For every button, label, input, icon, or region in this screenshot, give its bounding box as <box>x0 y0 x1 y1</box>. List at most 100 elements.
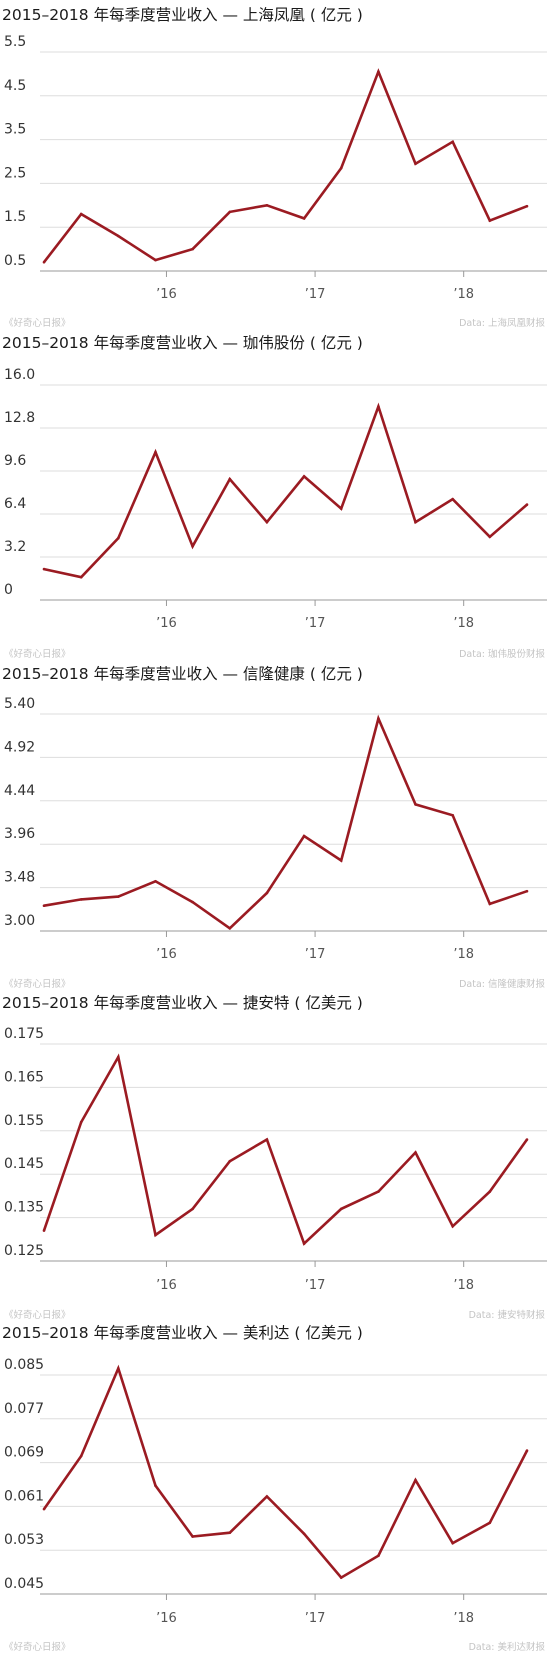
data-point <box>79 1120 83 1124</box>
series-line <box>42 68 528 263</box>
chart-5: 2015–2018 年每季度营业收入 — 美利达 ( 亿美元 ) 0.045 0.0… <box>2 1324 547 1653</box>
data-point <box>302 1532 306 1536</box>
y-tick-label: 0.077 <box>4 1401 44 1417</box>
data-point <box>42 1507 46 1511</box>
chart-2: 2015–2018 年每季度营业收入 — 珈伟股份 ( 亿元 ) 0 3.2 6.4 9… <box>2 334 547 660</box>
data-point <box>414 803 417 806</box>
data-point <box>339 507 343 510</box>
data-point <box>79 1454 83 1458</box>
data-point <box>377 1554 380 1557</box>
data-point <box>228 1531 232 1534</box>
data-point <box>451 1225 455 1228</box>
x-tick-label: ’18 <box>453 947 474 962</box>
source-note: Data: 珈伟股份财报 <box>459 648 545 660</box>
y-tick-label: 3.5 <box>4 122 26 138</box>
data-point <box>191 900 194 904</box>
data-point <box>228 927 232 930</box>
chart-title: 2015–2018 年每季度营业收入 — 珈伟股份 ( 亿元 ) <box>2 334 363 352</box>
data-point <box>488 1190 492 1193</box>
y-tick-label: 2.5 <box>4 165 26 181</box>
y-tick-label: 1.5 <box>4 209 26 225</box>
y-tick-label: 0.175 <box>4 1026 44 1042</box>
chart-title: 2015–2018 年每季度营业收入 — 捷安特 ( 亿美元 ) <box>2 994 363 1012</box>
data-point <box>191 1535 194 1538</box>
chart-1: 2015–2018 年每季度营业收入 — 上海凤凰 ( 亿元 ) 0.5 1.5 2.… <box>2 6 547 329</box>
y-tick-label: 0 <box>4 582 13 598</box>
series-line <box>42 1364 529 1580</box>
x-tick-label: ’17 <box>305 287 326 302</box>
data-point <box>42 567 46 571</box>
x-tick-label: ’18 <box>453 1278 474 1293</box>
data-point <box>525 1138 529 1141</box>
x-tick-label: ’18 <box>453 1611 474 1626</box>
data-point <box>117 536 120 540</box>
data-point <box>414 1151 417 1154</box>
y-tick-label: 0.5 <box>4 253 26 269</box>
y-tick-label: 0.155 <box>4 1113 44 1129</box>
data-point <box>488 1521 492 1525</box>
x-tick-label: ’17 <box>305 947 326 962</box>
data-point <box>228 477 232 481</box>
y-tick-label: 4.92 <box>4 739 35 755</box>
logo-note: 《好奇心日报》 <box>4 317 71 329</box>
x-tick-label: ’17 <box>305 1278 326 1293</box>
x-tick-label: ’16 <box>156 287 177 302</box>
data-point <box>525 503 529 506</box>
y-tick-label: 3.00 <box>4 913 35 929</box>
data-point <box>339 1207 343 1211</box>
data-point <box>377 1190 380 1193</box>
y-tick-label: 5.40 <box>4 696 35 712</box>
chart-title: 2015–2018 年每季度营业收入 — 信隆健康 ( 亿元 ) <box>2 665 363 683</box>
data-point <box>79 212 83 216</box>
chart-title: 2015–2018 年每季度营业收入 — 美利达 ( 亿美元 ) <box>2 1324 363 1342</box>
x-tick-label: ’16 <box>156 1611 177 1626</box>
data-point <box>265 1495 269 1498</box>
data-point <box>265 520 269 524</box>
data-point <box>302 475 306 478</box>
y-tick-label: 0.045 <box>4 1576 44 1592</box>
data-point <box>525 204 529 208</box>
x-tick-label: ’16 <box>156 1278 177 1293</box>
y-tick-label: 3.2 <box>4 539 26 555</box>
source-note: Data: 上海凤凰财报 <box>459 317 545 329</box>
series-line <box>43 402 528 579</box>
data-point <box>525 889 529 893</box>
y-tick-label: 0.135 <box>4 1200 44 1216</box>
source-note: Data: 信隆健康财报 <box>459 978 545 990</box>
y-tick-label: 16.0 <box>4 367 35 383</box>
data-point <box>339 1576 343 1579</box>
data-point <box>117 895 120 898</box>
data-point <box>339 166 343 170</box>
y-tick-label: 0.145 <box>4 1156 44 1172</box>
x-tick-label: ’16 <box>156 947 177 962</box>
logo-note: 《好奇心日报》 <box>4 978 71 990</box>
data-point <box>117 234 120 238</box>
data-point <box>154 450 157 454</box>
data-point <box>414 520 417 524</box>
data-point <box>42 260 46 264</box>
data-point <box>154 880 157 883</box>
data-point <box>451 140 455 144</box>
series-line <box>43 714 528 930</box>
data-point <box>377 70 380 73</box>
data-point <box>302 217 306 220</box>
y-tick-label: 4.5 <box>4 78 26 94</box>
y-tick-label: 9.6 <box>4 453 26 469</box>
y-tick-label: 0.069 <box>4 1445 44 1461</box>
y-tick-label: 0.125 <box>4 1243 44 1259</box>
chart-4: 2015–2018 年每季度营业收入 — 捷安特 ( 亿美元 ) 0.125 0.1… <box>2 994 547 1321</box>
y-tick-label: 3.96 <box>4 826 35 842</box>
data-point <box>488 535 492 539</box>
x-tick-label: ’18 <box>453 287 474 302</box>
data-point <box>488 219 492 222</box>
data-point <box>339 859 343 862</box>
logo-note: 《好奇心日报》 <box>4 1309 71 1321</box>
data-point <box>42 1229 46 1232</box>
data-point <box>302 834 306 838</box>
x-tick-label: ’18 <box>453 616 474 631</box>
data-point <box>451 497 455 501</box>
data-point <box>228 210 232 214</box>
y-tick-label: 4.44 <box>4 783 35 799</box>
y-tick-label: 0.053 <box>4 1532 44 1548</box>
